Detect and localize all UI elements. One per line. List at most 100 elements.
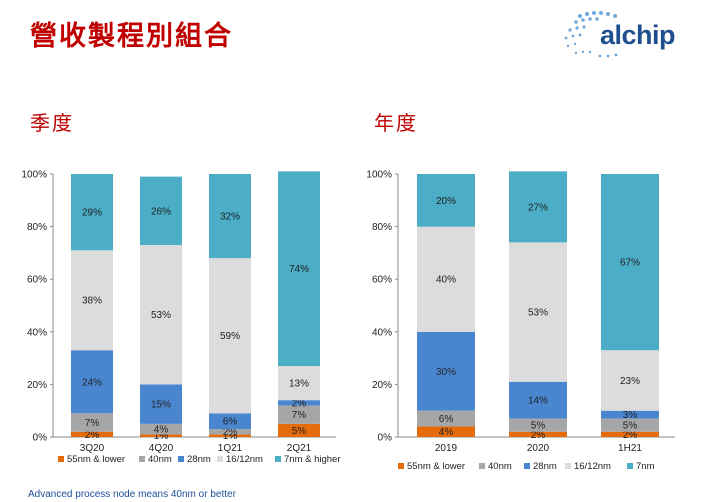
bar-segment-7nm-2Q21	[278, 171, 320, 366]
chart-annual-title: 年度	[374, 111, 418, 135]
bar-segment-40nm-1H21	[601, 418, 659, 432]
legend-label: 55nm & lower	[407, 461, 465, 472]
y-tick-label: 20%	[27, 380, 47, 391]
bar-segment-16nm-2Q21	[278, 365, 320, 401]
data-label: 38%	[82, 296, 102, 307]
bar-segment-16nm-2019	[417, 226, 475, 332]
data-label: 1%	[154, 431, 169, 442]
page-title: 營收製程別組合	[30, 21, 233, 52]
data-label: 32%	[220, 212, 240, 223]
data-label: 74%	[289, 264, 309, 275]
chart-quarterly-title: 季度	[30, 111, 74, 135]
data-label: 2%	[223, 427, 238, 438]
legend-label: 28nm	[533, 461, 557, 472]
data-label: 7%	[85, 418, 100, 429]
legend-label: 7nm	[636, 461, 655, 472]
y-tick-label: 20%	[372, 380, 392, 391]
data-label: 53%	[151, 310, 171, 321]
bar-segment-40nm-2019	[417, 410, 475, 427]
data-label: 67%	[620, 258, 640, 269]
data-label: 40%	[436, 275, 456, 286]
bar-segment-55nm-2020	[509, 431, 567, 437]
bar-segment-16nm-1H21	[601, 350, 659, 411]
x-tick-label: 4Q20	[149, 443, 174, 454]
x-tick-label: 2Q21	[287, 443, 312, 454]
data-label: 5%	[292, 426, 307, 437]
data-label: 53%	[528, 308, 548, 319]
bar-segment-7nm-1Q21	[209, 174, 251, 259]
y-tick-label: 80%	[372, 222, 392, 233]
bar-segment-55nm-2Q21	[278, 423, 320, 437]
data-label: 2%	[531, 430, 546, 441]
data-label: 5%	[623, 421, 638, 432]
y-tick-label: 100%	[21, 170, 47, 181]
legend-swatch-28nm	[524, 463, 530, 469]
bar-segment-7nm-2019	[417, 174, 475, 227]
legend-label: 55nm & lower	[67, 454, 125, 465]
bar-segment-40nm-3Q20	[71, 413, 113, 432]
bar-segment-7nm-4Q20	[140, 176, 182, 246]
bar-segment-40nm-1Q21	[209, 429, 251, 435]
alchip-logo-icon	[564, 11, 618, 58]
data-label: 6%	[223, 417, 238, 428]
bar-segment-55nm-1Q21	[209, 434, 251, 437]
data-label: 6%	[439, 414, 454, 425]
legend-swatch-55nm	[58, 456, 64, 462]
bar-segment-55nm-2019	[417, 426, 475, 437]
legend-label: 16/12nm	[226, 454, 263, 465]
data-label: 3%	[623, 410, 638, 421]
bar-segment-28nm-1Q21	[209, 413, 251, 430]
legend-swatch-40nm	[479, 463, 485, 469]
legend-swatch-55nm	[398, 463, 404, 469]
bar-segment-16nm-1Q21	[209, 258, 251, 414]
legend-swatch-7nm	[275, 456, 281, 462]
bar-segment-40nm-2020	[509, 418, 567, 432]
bar-segment-28nm-4Q20	[140, 384, 182, 424]
bar-segment-55nm-4Q20	[140, 434, 182, 437]
footnote: Advanced process node means 40nm or bett…	[28, 489, 236, 500]
x-tick-label: 2020	[527, 443, 550, 454]
data-label: 2%	[85, 430, 100, 441]
y-tick-label: 0%	[33, 433, 48, 444]
data-label: 26%	[151, 206, 171, 217]
bar-segment-7nm-3Q20	[71, 174, 113, 251]
data-label: 15%	[151, 400, 171, 411]
legend-label: 16/12nm	[574, 461, 611, 472]
bar-segment-55nm-1H21	[601, 431, 659, 437]
legend-swatch-16nm	[565, 463, 571, 469]
data-label: 13%	[289, 379, 309, 390]
data-label: 4%	[439, 427, 454, 438]
y-tick-label: 40%	[27, 327, 47, 338]
data-label: 2%	[623, 430, 638, 441]
y-tick-label: 80%	[27, 222, 47, 233]
bar-segment-7nm-2020	[509, 171, 567, 243]
bar-segment-16nm-2020	[509, 242, 567, 382]
bar-segment-28nm-2020	[509, 381, 567, 419]
legend-label: 40nm	[488, 461, 512, 472]
bar-segment-28nm-3Q20	[71, 350, 113, 414]
bar-segment-28nm-2019	[417, 331, 475, 411]
bar-segment-16nm-3Q20	[71, 250, 113, 351]
y-tick-label: 40%	[372, 327, 392, 338]
data-label: 5%	[531, 421, 546, 432]
data-label: 2%	[292, 398, 307, 409]
data-label: 24%	[82, 377, 102, 388]
bar-segment-28nm-2Q21	[278, 400, 320, 406]
data-label: 14%	[528, 396, 548, 407]
data-label: 20%	[436, 196, 456, 207]
legend-swatch-7nm	[627, 463, 633, 469]
data-label: 4%	[154, 425, 169, 436]
data-label: 29%	[82, 208, 102, 219]
bar-segment-16nm-4Q20	[140, 245, 182, 385]
bar-segment-40nm-4Q20	[140, 423, 182, 435]
y-tick-label: 0%	[378, 433, 393, 444]
bar-segment-7nm-1H21	[601, 174, 659, 351]
x-tick-label: 1Q21	[218, 443, 243, 454]
y-tick-label: 60%	[372, 275, 392, 286]
x-tick-label: 3Q20	[80, 443, 105, 454]
data-label: 27%	[528, 202, 548, 213]
data-label: 7%	[292, 410, 307, 421]
data-label: 59%	[220, 331, 240, 342]
bar-segment-55nm-3Q20	[71, 431, 113, 437]
